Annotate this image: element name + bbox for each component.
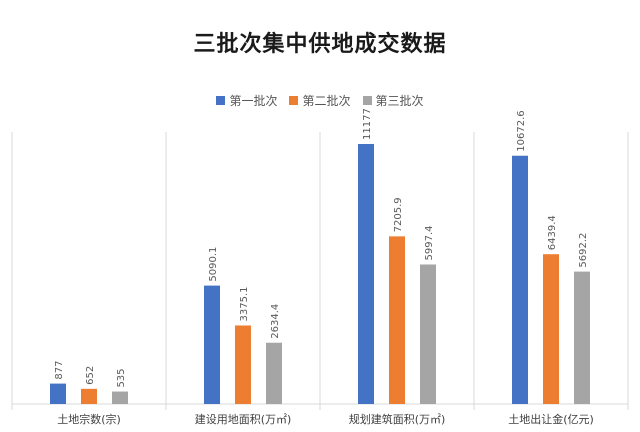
data-label-series-1-cat-1: 877 — [54, 361, 65, 380]
data-label-series-1-cat-3: 11177 — [362, 108, 373, 140]
data-label-series-2-cat-2: 3375.1 — [239, 286, 250, 321]
bar-series-3-cat-4 — [574, 271, 590, 404]
legend-swatch-series-3 — [362, 96, 372, 105]
data-label-series-3-cat-4: 5692.2 — [578, 233, 589, 268]
category-label-3: 规划建筑面积(万㎡) — [349, 412, 446, 426]
data-label-series-2-cat-4: 6439.4 — [547, 215, 558, 250]
legend-item-series-3: 第三批次 — [362, 92, 424, 109]
bar-series-2-cat-1 — [81, 388, 97, 404]
category-label-1: 土地宗数(宗) — [57, 412, 121, 426]
data-label-series-3-cat-1: 535 — [116, 368, 127, 387]
legend: 第一批次 第二批次 第三批次 — [0, 92, 640, 109]
data-label-series-3-cat-2: 2634.4 — [270, 304, 281, 339]
legend-item-series-1: 第一批次 — [216, 92, 277, 109]
legend-swatch-series-1 — [216, 96, 226, 105]
bar-series-3-cat-1 — [112, 391, 128, 404]
category-label-4: 土地出让金(亿元) — [508, 412, 594, 426]
bar-series-2-cat-4 — [543, 254, 559, 404]
bar-series-2-cat-2 — [235, 325, 251, 404]
legend-label-series-2: 第二批次 — [302, 94, 351, 108]
data-label-series-2-cat-3: 7205.9 — [393, 197, 404, 232]
chart-title: 三批次集中供地成交数据 — [193, 32, 447, 57]
bar-series-1-cat-2 — [204, 285, 220, 404]
category-label-2: 建设用地面积(万㎡) — [195, 412, 292, 426]
bar-series-2-cat-3 — [389, 236, 405, 404]
data-label-series-2-cat-1: 652 — [85, 366, 96, 385]
data-label-series-1-cat-4: 10672.6 — [516, 110, 527, 151]
bar-series-1-cat-1 — [50, 383, 66, 404]
bar-series-3-cat-3 — [420, 264, 436, 404]
legend-swatch-series-2 — [289, 96, 299, 105]
legend-label-series-1: 第一批次 — [229, 94, 278, 108]
legend-item-series-2: 第二批次 — [289, 92, 351, 109]
legend-label-series-3: 第三批次 — [375, 94, 424, 108]
data-label-series-3-cat-3: 5997.4 — [424, 225, 435, 260]
bar-series-1-cat-3 — [358, 144, 374, 404]
bar-series-1-cat-4 — [512, 155, 528, 404]
bar-series-3-cat-2 — [266, 342, 282, 404]
data-label-series-1-cat-2: 5090.1 — [208, 247, 219, 282]
